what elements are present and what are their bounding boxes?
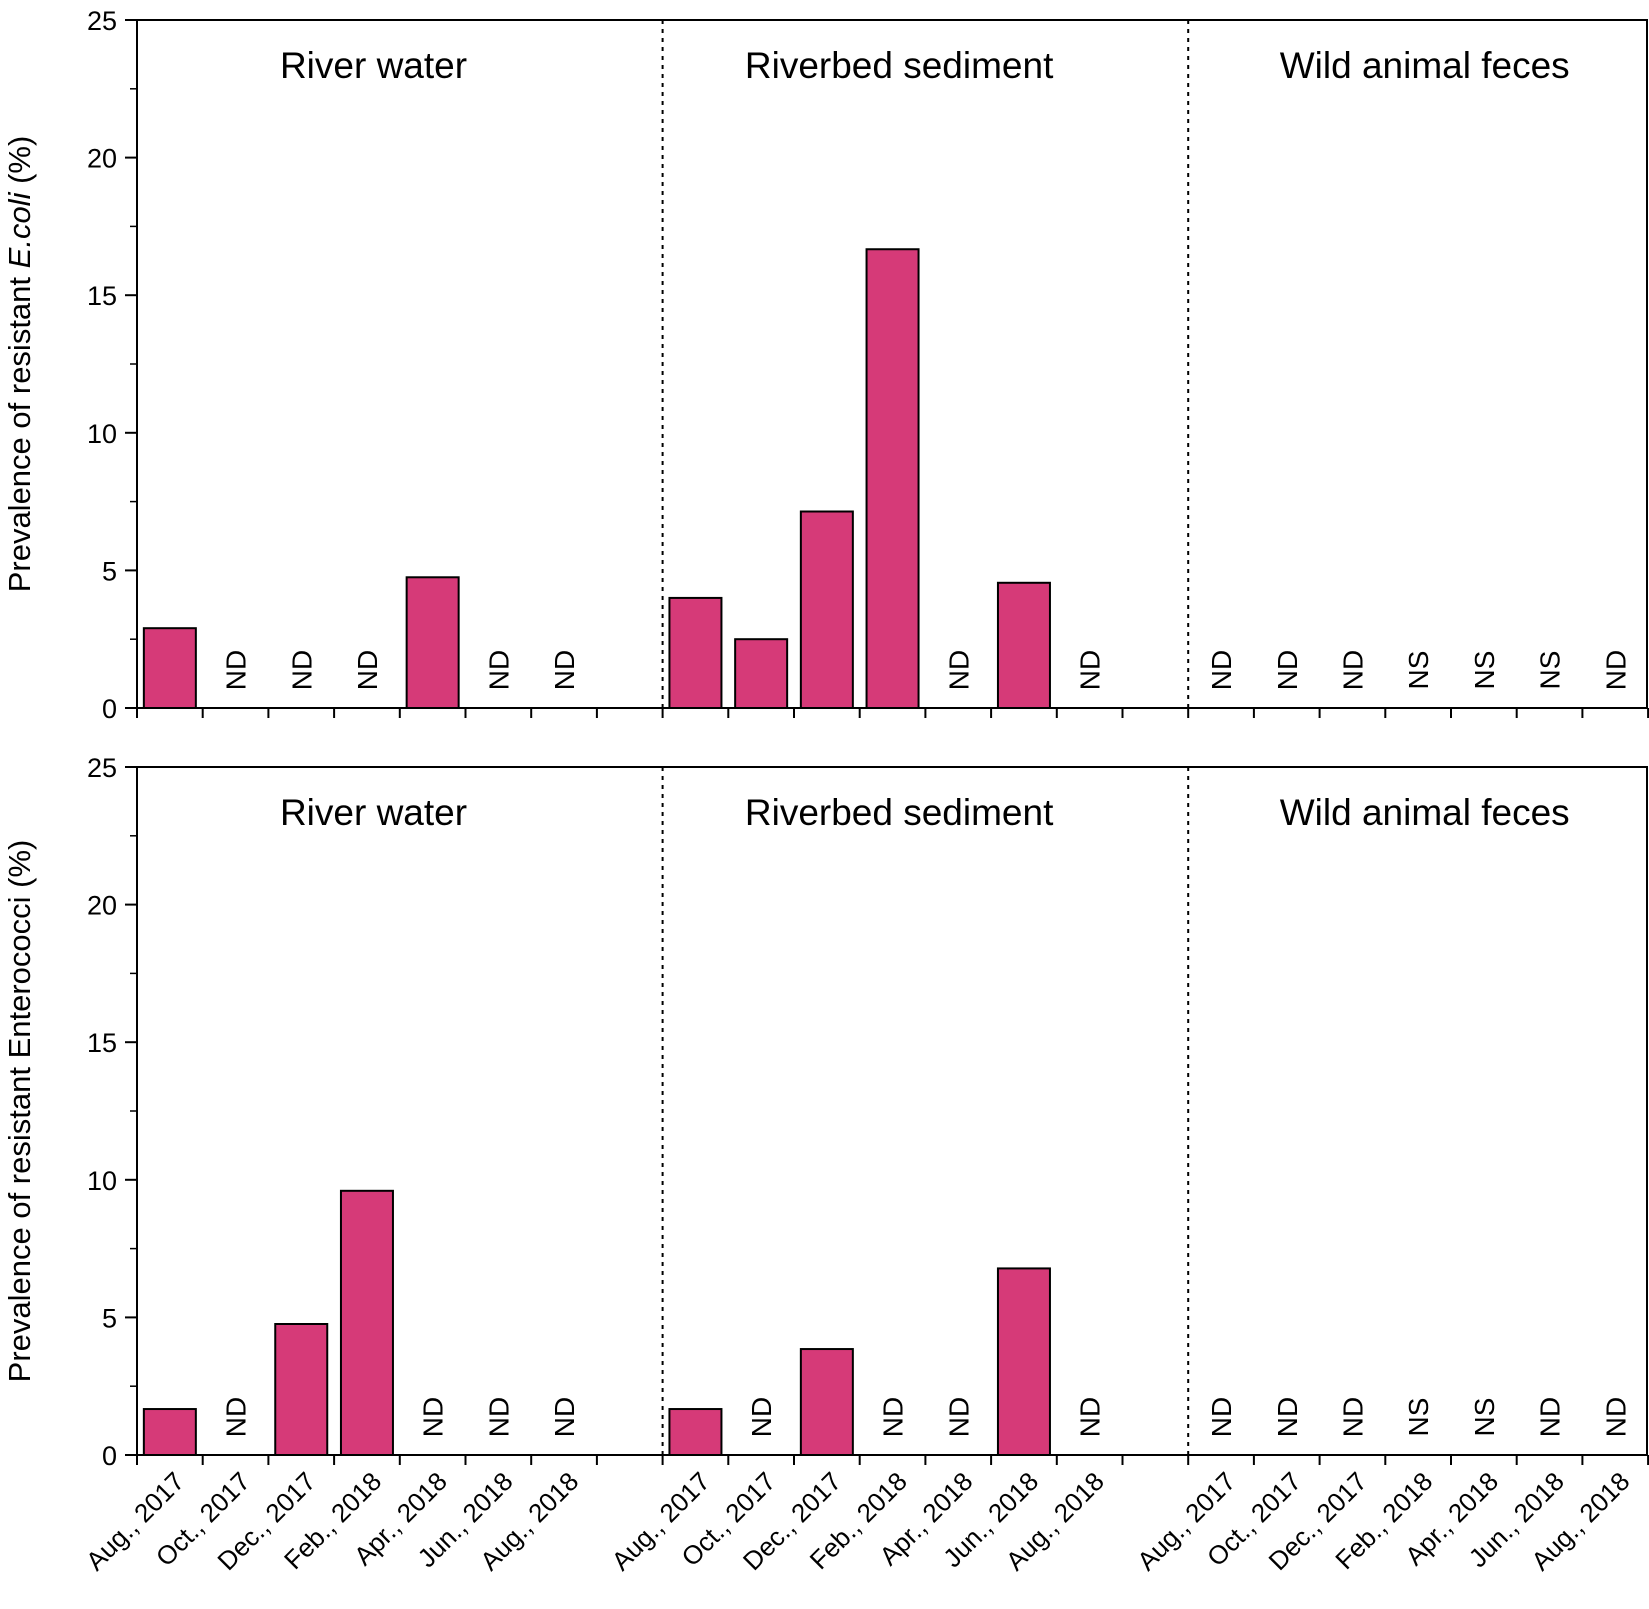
no-data-label: ND	[1075, 650, 1106, 690]
no-data-label: NS	[1403, 1398, 1434, 1437]
y-tick-label: 5	[102, 1303, 117, 1333]
no-data-label: ND	[1535, 1397, 1566, 1437]
bar	[339, 1189, 394, 1456]
no-data-label: ND	[1337, 1397, 1368, 1437]
bar	[799, 510, 854, 709]
no-data-label: ND	[221, 1397, 252, 1437]
y-axis-label: Prevalence of resistant E.coli (%)	[2, 136, 37, 593]
no-data-label: ND	[1272, 650, 1303, 690]
group-label: Riverbed sediment	[745, 45, 1054, 86]
y-tick-label: 25	[87, 6, 117, 36]
bar	[405, 576, 460, 710]
no-data-label: NS	[1469, 651, 1500, 690]
no-data-label: ND	[549, 1397, 580, 1437]
group-label: Wild animal feces	[1280, 792, 1570, 833]
bar	[668, 1408, 723, 1457]
no-data-label: ND	[1206, 1397, 1237, 1437]
y-tick-label: 5	[102, 556, 117, 586]
bar	[799, 1348, 854, 1456]
y-axis-label-part: (%)	[2, 136, 37, 193]
y-tick-label: 10	[87, 419, 117, 449]
y-tick-label: 10	[87, 1166, 117, 1196]
y-tick-label: 25	[87, 753, 117, 783]
group-label: Wild animal feces	[1280, 45, 1570, 86]
no-data-label: ND	[1272, 1397, 1303, 1437]
y-axis-label-part: Prevalence of resistant	[2, 268, 37, 592]
no-data-label: ND	[746, 1397, 777, 1437]
no-data-label: ND	[549, 650, 580, 690]
no-data-label: ND	[418, 1397, 449, 1437]
no-data-label: ND	[221, 650, 252, 690]
no-data-label: ND	[1600, 1397, 1631, 1437]
bar	[142, 1408, 197, 1457]
no-data-label: NS	[1469, 1398, 1500, 1437]
y-tick-label: 0	[102, 1441, 117, 1471]
bar	[668, 596, 723, 709]
no-data-label: ND	[1075, 1397, 1106, 1437]
y-axis-label-part: E.coli	[2, 191, 37, 268]
bar	[274, 1323, 329, 1456]
bar	[996, 1267, 1051, 1457]
no-data-label: NS	[1403, 651, 1434, 690]
no-data-label: ND	[943, 650, 974, 690]
y-tick-label: 15	[87, 281, 117, 311]
no-data-label: ND	[878, 1397, 909, 1437]
y-axis-label-part: Prevalence of resistant Enterococci (%)	[2, 840, 37, 1383]
y-tick-label: 15	[87, 1028, 117, 1058]
bar	[734, 638, 789, 710]
no-data-label: ND	[943, 1397, 974, 1437]
group-label: River water	[280, 792, 467, 833]
y-tick-label: 0	[102, 694, 117, 724]
y-tick-label: 20	[87, 144, 117, 174]
y-axis-label: Prevalence of resistant Enterococci (%)	[2, 840, 37, 1383]
no-data-label: ND	[483, 650, 514, 690]
no-data-label: ND	[1206, 650, 1237, 690]
group-label: River water	[280, 45, 467, 86]
no-data-label: ND	[483, 1397, 514, 1437]
no-data-label: ND	[286, 650, 317, 690]
bar	[865, 248, 920, 709]
no-data-label: NS	[1535, 651, 1566, 690]
bar	[142, 627, 197, 710]
group-label: Riverbed sediment	[745, 792, 1054, 833]
bar	[996, 581, 1051, 709]
no-data-label: ND	[1337, 650, 1368, 690]
y-tick-label: 20	[87, 891, 117, 921]
no-data-label: ND	[1600, 650, 1631, 690]
no-data-label: ND	[352, 650, 383, 690]
